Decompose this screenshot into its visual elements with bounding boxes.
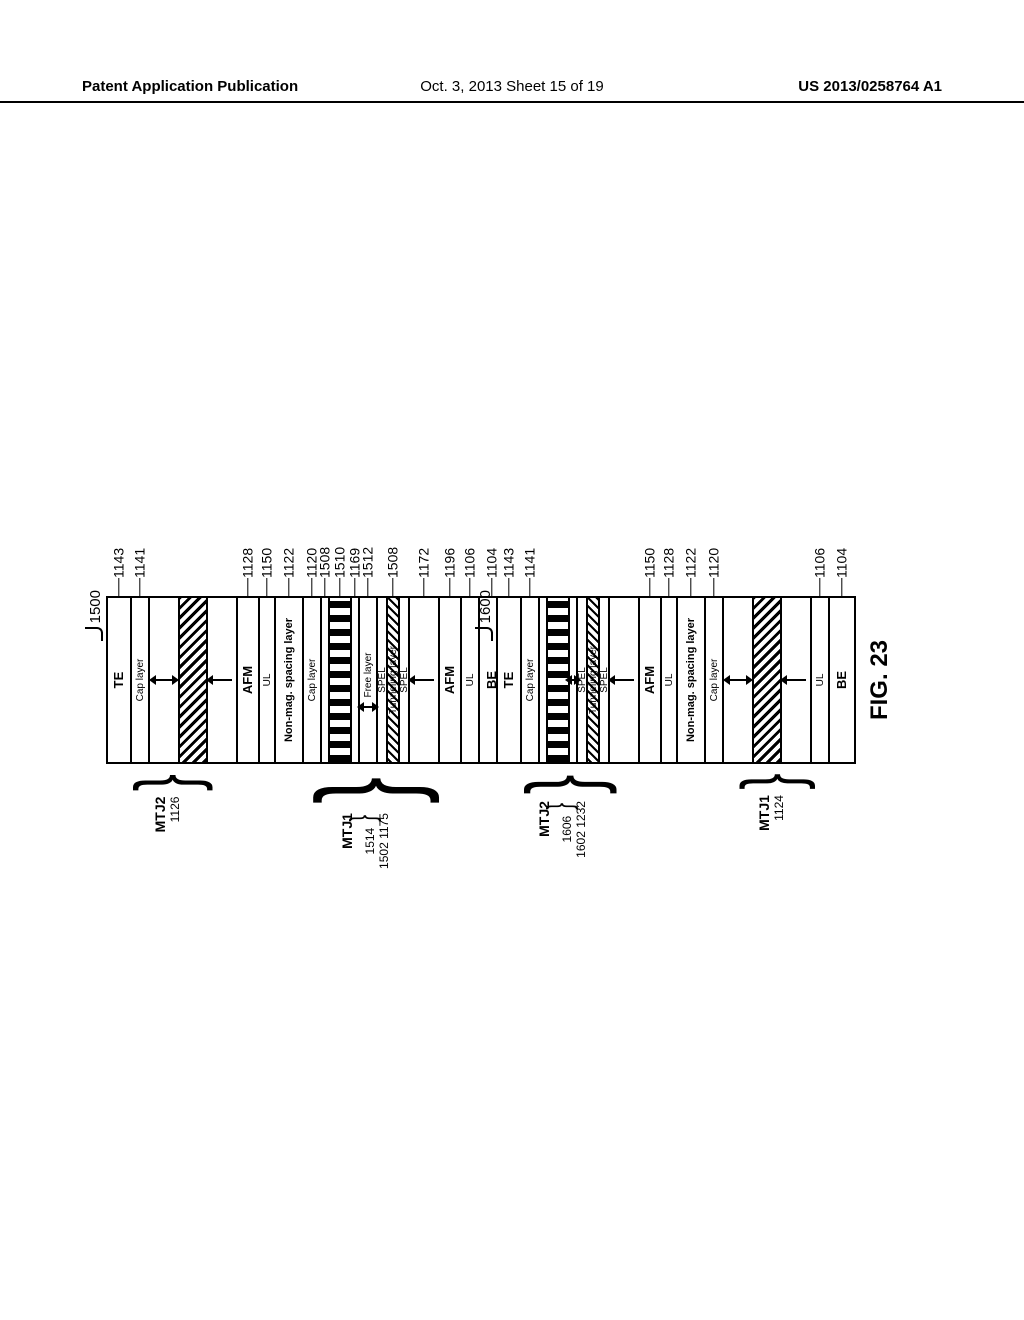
layer: AFM1196 [440,598,462,762]
layer [208,598,238,762]
reference-number: 1196 [442,548,457,596]
header-left: Patent Application Publication [82,78,369,95]
layer: TE1143 [108,598,132,762]
figures-container: 1500 TE1143Cap layer1141AFM1128UL1150Non… [140,270,880,1090]
layer: Free layer1512 [360,598,378,762]
header-mid: Oct. 3, 2013 Sheet 15 of 19 [369,78,656,95]
layer [724,598,754,762]
layer: Non-mag. spacing layer1122 [678,598,706,762]
reference-number: 1128 [240,548,255,596]
layer: BE1104 [830,598,854,762]
layer: AFM1150 [640,598,662,762]
reference-number: 1172 [416,548,431,596]
layer: Cap layer1120 [706,598,724,762]
page-header: Patent Application Publication Oct. 3, 2… [0,78,1024,103]
figure-23-column: 1600 TE1143Cap layer1141SPELTunneling la… [510,270,880,1090]
mtj-group-label: MTJ21606 }1602 1232} [536,768,588,858]
header-right: US 2013/0258764 A1 [655,78,942,95]
reference-number: 1120 [706,548,721,596]
layer: Cap layer1141 [132,598,150,762]
layer: 1169 [352,598,360,762]
layer: UL1150 [260,598,276,762]
layer: UL1128 [662,598,678,762]
layer [150,598,180,762]
reference-number: 1128 [661,548,676,596]
reference-number: 1143 [501,548,516,596]
layer [610,598,640,762]
reference-number: 1141 [132,548,147,596]
figure-22-column: 1500 TE1143Cap layer1141AFM1128UL1150Non… [140,270,510,1090]
figure-23-label: FIG. 23 [866,596,894,764]
reference-number: 1143 [111,548,126,596]
reference-number: 1150 [642,548,657,596]
patent-page: Patent Application Publication Oct. 3, 2… [0,0,1024,1320]
reference-number: 1141 [522,548,537,596]
layer: 1510 [330,598,352,762]
layer: SPEL [578,598,588,762]
layer: Cap layer1141 [522,598,540,762]
mtj-group-label: MTJ21126} [146,768,189,832]
mtj-group-label: MTJ11124} [751,768,792,831]
mtj-group-label: MTJ11514 }1502 1175} [331,768,399,869]
fig22-top-ref: 1500 [82,590,104,641]
layer: Cap layer1120 [304,598,322,762]
fig23-stack: TE1143Cap layer1141SPELTunneling layerSP… [496,596,856,764]
layer: TE1143 [498,598,522,762]
layer: Non-mag. spacing layer1122 [276,598,304,762]
reference-number: 1122 [281,548,296,596]
reference-number: 1508 [385,547,400,596]
fig23-top-ref: 1600 [472,590,494,641]
reference-number: 1150 [259,548,274,596]
layer [782,598,812,762]
reference-number: 1122 [683,548,698,596]
layer: UL1106 [812,598,830,762]
reference-number: 1106 [462,548,477,596]
layer [540,598,548,762]
reference-number: 1104 [484,548,499,596]
layer: AFM1128 [238,598,260,762]
layer: 1508 [322,598,330,762]
fig22-stack: TE1143Cap layer1141 AFM1128UL1150Non-mag.… [106,596,506,764]
layer: SPEL [378,598,388,762]
layer [754,598,782,762]
reference-number: 1512 [360,547,375,596]
fig23-stack-wrap: 1600 TE1143Cap layer1141SPELTunneling la… [496,596,894,764]
reference-number: 1106 [812,548,827,596]
figure-23-rotated: 1600 TE1143Cap layer1141SPELTunneling la… [496,596,894,764]
layer [180,598,208,762]
reference-number: 1104 [834,548,849,596]
layer: 1172 [410,598,440,762]
